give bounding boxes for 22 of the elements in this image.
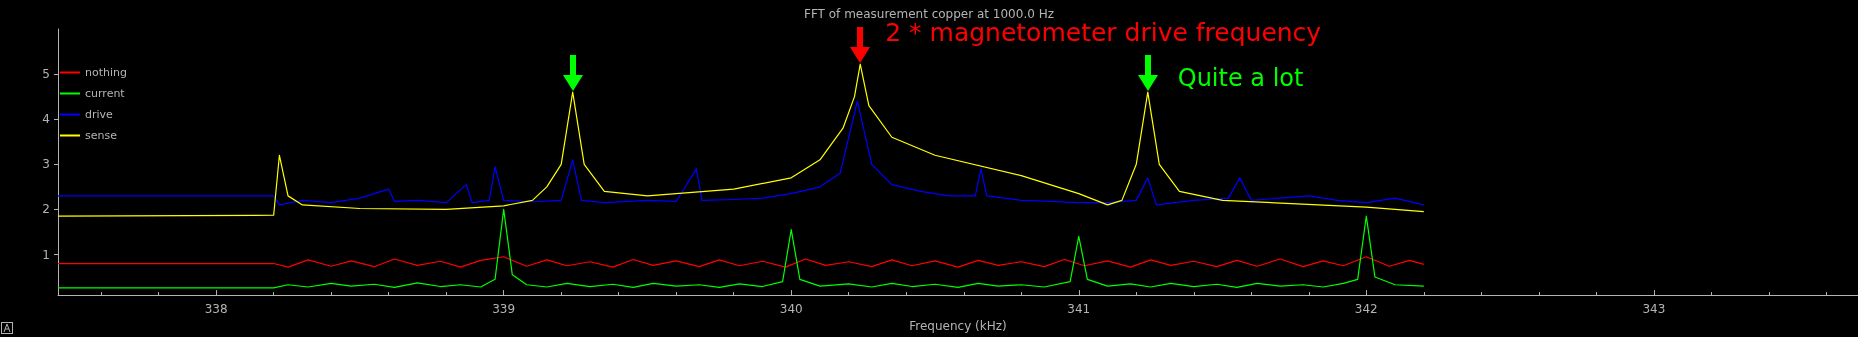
legend-label: drive (85, 108, 114, 121)
y-tick-label: 1 (42, 247, 50, 262)
chart-title: FFT of measurement copper at 1000.0 Hz (804, 7, 1054, 21)
x-tick-label: 343 (1642, 302, 1666, 317)
legend-label: nothing (85, 66, 127, 79)
x-tick-label: 338 (204, 302, 228, 317)
line-series (57, 63, 1425, 217)
x-tick-label: 340 (779, 302, 803, 317)
y-tick-label: 2 (42, 202, 50, 217)
line-series (57, 208, 1425, 289)
legend-label: sense (85, 129, 118, 142)
y-tick-label: 5 (42, 67, 50, 82)
x-axis-title: Frequency (kHz) (909, 319, 1007, 333)
x-tick-label: 339 (492, 302, 516, 317)
x-tick-label: 341 (1067, 302, 1091, 317)
annotation: Quite a lot (1177, 64, 1304, 93)
legend-label: current (85, 87, 126, 100)
line-series (57, 256, 1425, 268)
x-tick-label: 342 (1354, 302, 1378, 317)
y-tick-label: 4 (42, 112, 50, 127)
y-tick-label: 3 (42, 157, 50, 172)
line-series (57, 100, 1425, 206)
